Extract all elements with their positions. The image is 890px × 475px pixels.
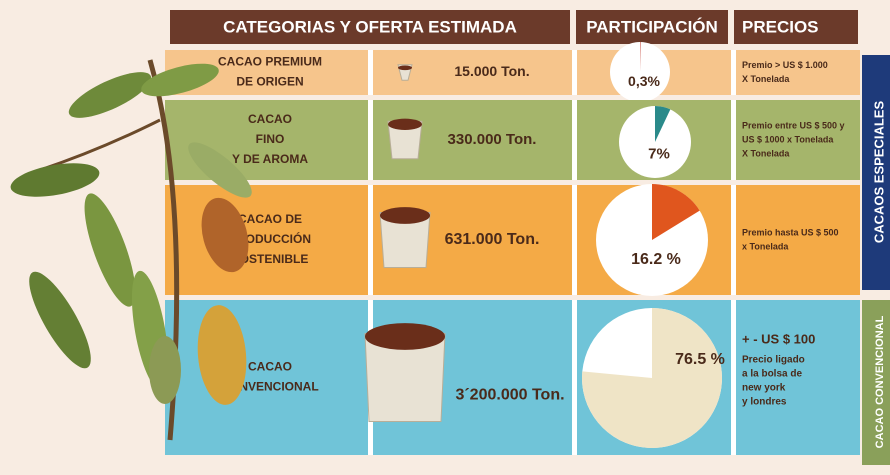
beans: [388, 118, 422, 130]
column-divider: [368, 100, 373, 180]
price-text: + - US $ 100: [742, 331, 815, 346]
category-label: CACAO: [248, 360, 292, 374]
category-label: CACAO PREMIUM: [218, 55, 322, 69]
plant: [10, 59, 252, 441]
group-bar: [862, 300, 890, 465]
beans: [365, 323, 445, 350]
price-text: Premio > US $ 1.000: [742, 60, 828, 70]
supply: 631.000 Ton.: [445, 231, 540, 248]
pie-wedge: [652, 184, 700, 240]
share-label: 0,3%: [628, 73, 660, 89]
category-label: FINO: [256, 132, 285, 146]
price-text: US $ 1000 x Tonelada: [742, 134, 834, 144]
category-label: CONVENCIONAL: [221, 380, 318, 394]
group-label: CACAO CONVENCIONAL: [874, 315, 886, 448]
category-label: Y DE AROMA: [232, 152, 308, 166]
column-divider: [368, 50, 373, 95]
price-text: new york: [742, 383, 786, 394]
price-text: Premio hasta US $ 500: [742, 227, 839, 237]
share-label: 7%: [648, 146, 670, 163]
price-text: x Tonelada: [742, 241, 789, 251]
column-divider: [731, 185, 736, 295]
category-label: CACAO: [248, 112, 292, 126]
pie-wedge: [640, 42, 641, 72]
group-label: CACAOS ESPECIALES: [871, 101, 886, 244]
supply: 3´200.000 Ton.: [455, 387, 564, 404]
price-text: Precio ligado: [742, 355, 805, 366]
price-text: a la bolsa de: [742, 369, 802, 380]
price-text: Premio entre US $ 500 y: [742, 120, 845, 130]
group-bar: [862, 55, 890, 290]
row-band: [165, 100, 860, 180]
header-cell: [170, 10, 570, 44]
price-text: y londres: [742, 397, 787, 408]
rows: CACAO PREMIUM DE ORIGEN 15.000 Ton. 0,3% Pre…: [165, 42, 860, 455]
header-cell: [576, 10, 728, 44]
column-divider: [731, 50, 736, 95]
column-divider: [572, 300, 577, 455]
price-text: X Tonelada: [742, 148, 790, 158]
row-band: [165, 185, 860, 295]
column-divider: [368, 185, 373, 295]
category-label: SOSTENIBLE: [232, 252, 309, 266]
header-title: PRECIOS: [742, 17, 819, 36]
row-band: [165, 300, 860, 455]
header-title: CATEGORIAS Y OFERTA ESTIMADA: [223, 17, 517, 36]
category-label: DE ORIGEN: [236, 75, 303, 89]
column-divider: [731, 100, 736, 180]
column-divider: [572, 100, 577, 180]
header-title: PARTICIPACIÓN: [586, 17, 718, 36]
supply: 15.000 Ton.: [454, 63, 529, 79]
share-label: 16.2 %: [631, 251, 681, 268]
supply: 330.000 Ton.: [448, 131, 537, 148]
column-divider: [572, 50, 577, 95]
header: CATEGORIAS Y OFERTA ESTIMADA PARTICIPACI…: [170, 10, 858, 44]
share-label: 76.5 %: [675, 351, 725, 368]
row-band: [165, 50, 860, 95]
price-text: X Tonelada: [742, 74, 790, 84]
column-divider: [731, 300, 736, 455]
category-label: PRODUCCIÓN: [229, 231, 311, 246]
beans: [398, 65, 412, 71]
pie-wedge: [655, 106, 671, 142]
category-label: CACAO DE: [238, 212, 302, 226]
column-divider: [572, 185, 577, 295]
pie-wedge: [582, 308, 723, 448]
beans: [380, 207, 430, 224]
header-cell: [734, 10, 858, 44]
